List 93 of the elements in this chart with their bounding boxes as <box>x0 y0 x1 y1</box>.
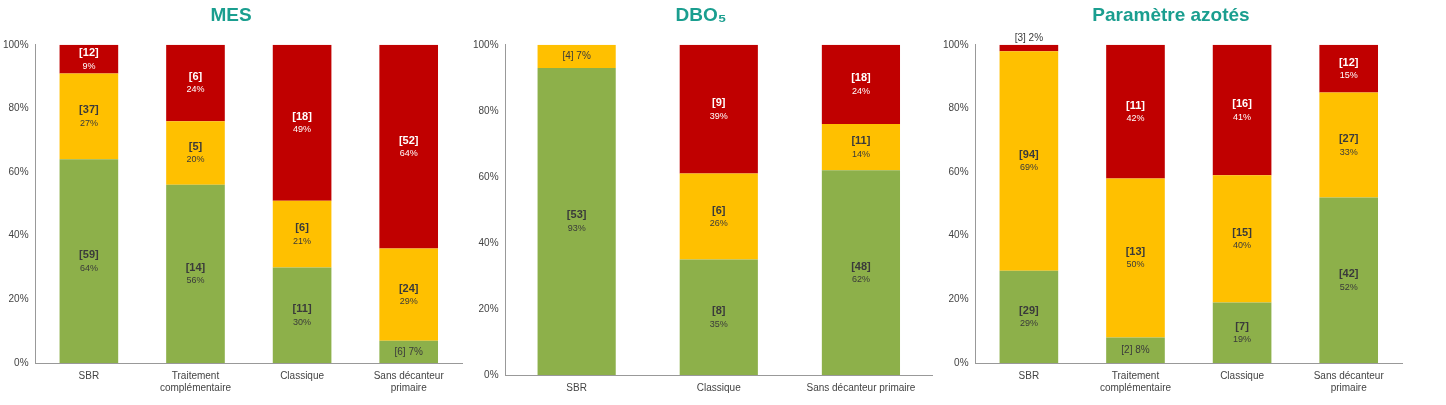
data-label: [4] 7% <box>562 50 591 62</box>
data-label: [15] 40% <box>1232 225 1253 251</box>
bar <box>999 51 1059 271</box>
bar <box>679 259 758 375</box>
data-label: [9] 39% <box>709 96 728 121</box>
bar <box>379 248 439 341</box>
data-label: [12] 15% <box>1338 55 1359 81</box>
data-label: [18] 49% <box>292 109 313 135</box>
data-label: [2] 8% <box>1121 344 1150 356</box>
data-label: [37] 27% <box>79 103 99 128</box>
x-tick-label: Sans décanteur primaire <box>1313 369 1385 393</box>
data-label: [14] 56% <box>185 260 206 286</box>
bar <box>1106 178 1165 338</box>
data-label: [53] 93% <box>566 208 587 233</box>
data-label: [59] 64% <box>79 248 99 273</box>
bar <box>821 124 901 171</box>
data-label: [5] 20% <box>186 140 205 165</box>
y-tick-label: 100% <box>943 38 969 50</box>
chart-title: DBO₅ <box>675 3 727 25</box>
y-tick-label: 40% <box>478 236 499 248</box>
x-tick-label: Classique <box>696 381 742 393</box>
data-label: [12] 9% <box>79 46 99 71</box>
data-label: [3] 2% <box>1014 31 1044 43</box>
data-label: [11] 30% <box>292 302 312 327</box>
data-label: [27] 33% <box>1338 132 1359 157</box>
y-tick-label: 0% <box>14 356 29 368</box>
y-tick-label: 80% <box>8 102 29 114</box>
y-tick-label: 60% <box>8 165 29 177</box>
data-label: [6] 24% <box>186 70 205 95</box>
bar <box>1319 92 1379 198</box>
x-tick-label: Traitement complémentaire <box>1099 369 1172 393</box>
bar <box>166 184 225 363</box>
x-tick-label: Traitement complémentaire <box>159 369 232 393</box>
bar <box>379 44 439 249</box>
data-label: [94] 69% <box>1019 147 1039 173</box>
bar <box>59 73 119 160</box>
y-tick-label: 20% <box>478 302 499 314</box>
bar <box>1319 197 1379 363</box>
data-label: [42] 52% <box>1338 267 1359 292</box>
bar <box>537 44 616 68</box>
bar <box>166 121 225 185</box>
x-tick-label: Classique <box>280 369 325 381</box>
chart-title: MES <box>210 3 252 25</box>
bar <box>537 67 616 375</box>
y-tick-label: 60% <box>478 170 499 182</box>
bar <box>1319 44 1379 93</box>
bar <box>679 44 758 174</box>
data-label: [16] 41% <box>1232 97 1253 122</box>
data-label: [11] 14% <box>851 134 871 159</box>
y-tick-label: 40% <box>8 229 29 241</box>
y-tick-label: 20% <box>948 293 969 305</box>
bar <box>999 44 1059 52</box>
bar <box>679 173 758 260</box>
y-tick-label: 20% <box>8 293 29 305</box>
data-label: [6] 26% <box>709 203 728 228</box>
data-label: [13] 50% <box>1125 245 1146 270</box>
y-tick-label: 100% <box>473 38 499 50</box>
bar <box>821 44 901 125</box>
bar <box>821 170 901 375</box>
y-tick-label: 60% <box>948 165 969 177</box>
x-tick-label: Sans décanteur primaire <box>806 381 916 393</box>
chart-title: Paramètre azotés <box>1092 3 1250 25</box>
y-tick-label: 80% <box>478 104 499 116</box>
data-label: [52] 64% <box>398 133 419 159</box>
data-label: [8] 35% <box>709 304 728 329</box>
bar <box>166 44 225 122</box>
bar <box>1212 175 1272 303</box>
x-tick-label: SBR <box>1018 369 1040 381</box>
data-label: [29] 29% <box>1019 303 1039 329</box>
y-tick-label: 80% <box>948 102 969 114</box>
bar <box>59 159 119 363</box>
bar <box>999 270 1059 363</box>
x-tick-label: Sans décanteur primaire <box>373 369 445 393</box>
data-label: [6] 21% <box>293 221 312 246</box>
bar <box>1212 302 1272 363</box>
y-tick-label: 40% <box>948 229 969 241</box>
x-tick-label: SBR <box>78 369 100 381</box>
data-label: [7] 19% <box>1233 319 1252 345</box>
y-tick-label: 0% <box>484 368 499 380</box>
data-label: [6] 7% <box>394 345 423 357</box>
y-tick-label: 0% <box>954 356 969 368</box>
bar <box>1212 44 1272 176</box>
bar <box>272 200 332 268</box>
bar <box>1106 44 1165 179</box>
x-tick-label: SBR <box>566 381 587 393</box>
data-label: [11] 42% <box>1126 98 1146 124</box>
bar <box>272 44 332 201</box>
x-tick-label: Classique <box>1220 369 1265 381</box>
data-label: [18] 24% <box>851 71 872 96</box>
bar <box>272 267 332 363</box>
data-label: [48] 62% <box>851 259 872 285</box>
data-label: [24] 29% <box>398 281 419 307</box>
y-tick-label: 100% <box>3 38 29 50</box>
